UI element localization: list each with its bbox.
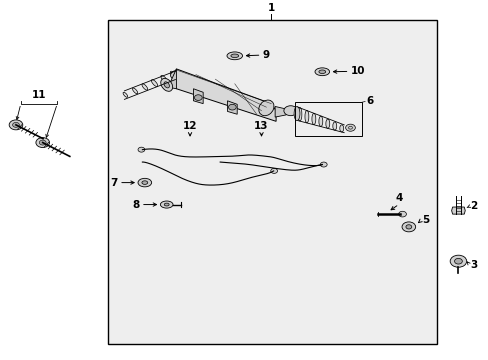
Circle shape [401,222,415,232]
Text: 11: 11 [32,90,46,100]
Polygon shape [227,101,237,114]
Polygon shape [451,207,464,214]
Circle shape [405,225,411,229]
Ellipse shape [161,76,167,83]
Ellipse shape [138,178,151,187]
Text: 12: 12 [183,121,197,131]
Bar [108,21,436,345]
Ellipse shape [311,113,315,125]
Ellipse shape [142,84,147,90]
Text: 7: 7 [110,177,118,188]
Circle shape [13,122,20,127]
Text: 3: 3 [469,261,477,270]
Ellipse shape [132,88,138,94]
Ellipse shape [325,119,329,128]
Text: 4: 4 [395,193,402,203]
Polygon shape [193,89,203,104]
Text: 8: 8 [132,199,140,210]
Circle shape [270,168,277,174]
Ellipse shape [160,201,173,208]
Circle shape [170,70,184,80]
Ellipse shape [161,78,172,91]
Circle shape [449,255,466,267]
Circle shape [320,162,326,167]
Ellipse shape [182,72,188,80]
Text: 5: 5 [421,216,428,225]
Ellipse shape [314,68,329,76]
Ellipse shape [123,92,127,97]
Polygon shape [171,69,276,121]
Ellipse shape [170,71,177,79]
Text: 9: 9 [262,50,269,60]
Text: 6: 6 [366,96,372,107]
Polygon shape [275,107,287,117]
Ellipse shape [164,203,169,206]
Text: 13: 13 [254,121,268,131]
Ellipse shape [293,107,299,121]
Circle shape [39,140,46,145]
Circle shape [228,104,236,110]
Circle shape [398,211,406,217]
Ellipse shape [318,70,325,73]
Circle shape [36,138,49,148]
Circle shape [454,258,461,264]
Ellipse shape [332,122,336,130]
Ellipse shape [258,100,273,116]
Ellipse shape [318,116,322,126]
Circle shape [284,106,297,116]
Ellipse shape [230,54,238,58]
Text: 10: 10 [350,66,364,76]
Ellipse shape [339,125,343,132]
Ellipse shape [305,111,308,123]
Ellipse shape [142,181,147,184]
Ellipse shape [151,80,157,86]
Circle shape [345,124,355,131]
Circle shape [138,147,144,152]
Ellipse shape [226,52,242,60]
Text: 1: 1 [267,3,274,13]
Circle shape [9,120,23,130]
Ellipse shape [163,82,169,88]
Text: 2: 2 [469,201,477,211]
Bar [294,102,362,136]
Ellipse shape [297,108,301,121]
Circle shape [194,95,202,100]
Polygon shape [170,69,176,89]
